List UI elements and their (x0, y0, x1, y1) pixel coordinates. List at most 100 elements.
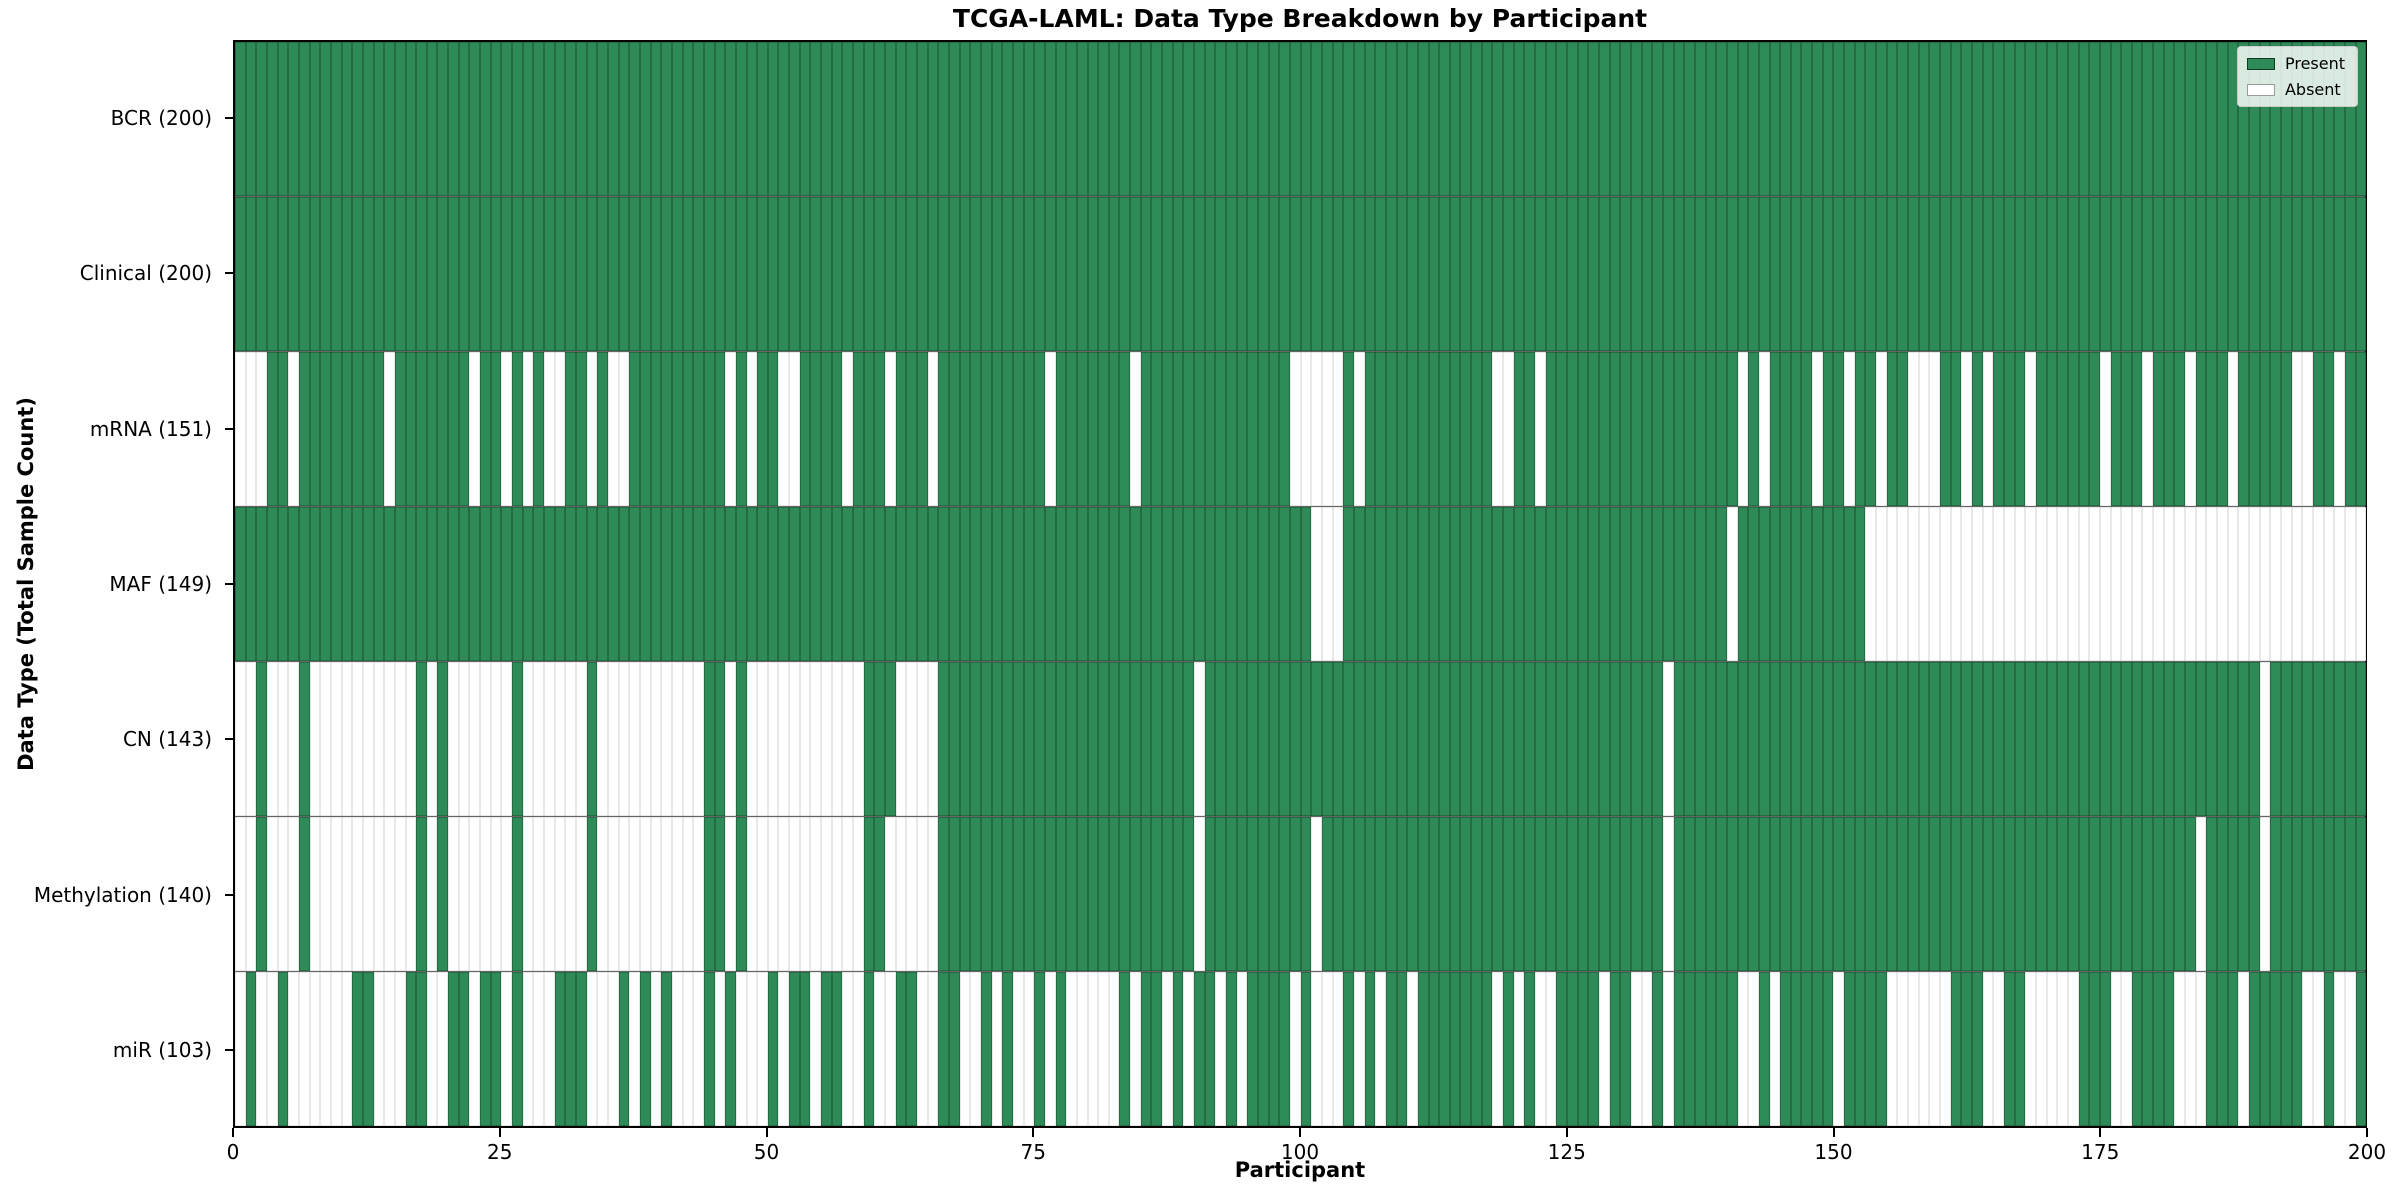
cell (416, 42, 427, 196)
cell (2067, 817, 2079, 971)
cell (1737, 662, 1749, 816)
cell (448, 662, 459, 816)
cell (1364, 42, 1376, 196)
cell (235, 972, 246, 1126)
cell (831, 42, 843, 196)
cell (1897, 972, 1909, 1126)
heatmap-row-Clinical (235, 196, 2367, 351)
cell (906, 507, 917, 661)
cell (298, 507, 310, 661)
cell (1588, 817, 1599, 971)
cell (1748, 197, 1759, 351)
cell (1226, 817, 1237, 971)
cell (1854, 352, 1866, 506)
cell (2259, 42, 2271, 196)
heatmap-row-BCR (235, 42, 2367, 196)
cell (1087, 662, 1099, 816)
cell (831, 972, 843, 1126)
cell (1609, 662, 1621, 816)
cell (288, 507, 299, 661)
cell (1630, 42, 1642, 196)
cell (288, 42, 299, 196)
cell (1002, 352, 1013, 506)
cell (757, 972, 768, 1126)
cell (1641, 817, 1653, 971)
cell (682, 197, 694, 351)
cell (671, 507, 683, 661)
cell (1865, 972, 1877, 1126)
cell (522, 352, 534, 506)
cell (1940, 352, 1951, 506)
cell (2174, 507, 2186, 661)
cell (1343, 197, 1354, 351)
cell (618, 197, 630, 351)
cell (1577, 352, 1589, 506)
cell (330, 42, 342, 196)
cell (735, 817, 747, 971)
cell (1769, 817, 1781, 971)
cell (2121, 817, 2132, 971)
cell (1908, 662, 1919, 816)
cell (1982, 42, 1994, 196)
cell (2099, 197, 2111, 351)
cell (895, 197, 907, 351)
cell (235, 197, 246, 351)
cell (1140, 972, 1152, 1126)
cell (1279, 662, 1290, 816)
cell (1236, 352, 1248, 506)
cell (320, 507, 331, 661)
cell (1066, 42, 1077, 196)
x-tick-mark (1565, 1128, 1568, 1137)
cell (2035, 197, 2047, 351)
cell (1449, 507, 1461, 661)
cell (2227, 817, 2239, 971)
cell (629, 507, 640, 661)
cell (320, 197, 331, 351)
cell (1396, 197, 1408, 351)
cell (1076, 507, 1088, 661)
cell (2323, 972, 2335, 1126)
cell (2355, 662, 2367, 816)
cell (576, 817, 587, 971)
cell (895, 662, 907, 816)
cell (1865, 817, 1877, 971)
y-tick-mark (225, 116, 233, 119)
cell (2057, 662, 2068, 816)
cell (1332, 197, 1344, 351)
cell (437, 42, 449, 196)
cell (650, 352, 662, 506)
cell (1481, 662, 1493, 816)
cell (1087, 42, 1099, 196)
cell (1236, 42, 1248, 196)
cell (1130, 352, 1141, 506)
cell (245, 42, 257, 196)
cell (618, 662, 630, 816)
cell (757, 662, 768, 816)
cell (2334, 662, 2345, 816)
x-tick-mark (1032, 1128, 1035, 1137)
cell (650, 197, 662, 351)
cell (416, 507, 427, 661)
cell (906, 42, 917, 196)
cell (1950, 662, 1962, 816)
cell (1130, 662, 1141, 816)
x-tick-label: 75 (1020, 1140, 1046, 1164)
cell (1407, 662, 1418, 816)
cell (1183, 972, 1195, 1126)
cell (2131, 972, 2143, 1126)
cell (352, 972, 363, 1126)
y-tick-label-BCR: BCR (200) (110, 105, 212, 130)
cell (1183, 352, 1195, 506)
cell (1194, 42, 1205, 196)
cell (1215, 197, 1227, 351)
cell (266, 817, 278, 971)
cell (320, 817, 331, 971)
cell (1279, 972, 1290, 1126)
cell (1524, 507, 1536, 661)
cell (1172, 507, 1184, 661)
cell (1567, 352, 1578, 506)
cell (2110, 42, 2122, 196)
cell (1716, 352, 1727, 506)
cell (1226, 352, 1237, 506)
cell (512, 972, 523, 1126)
